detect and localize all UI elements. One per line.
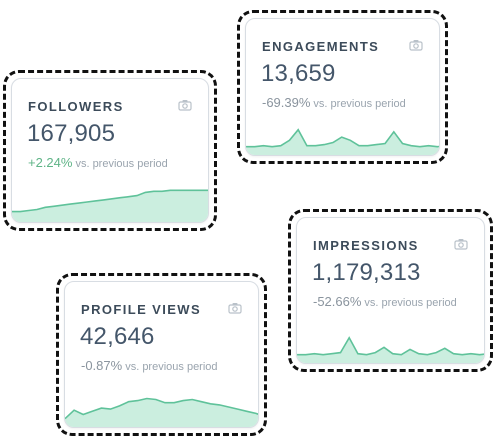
followers-title: FOLLOWERS xyxy=(28,99,124,114)
profile-views-change: -0.87% vs. previous period xyxy=(81,358,218,373)
profile-views-comparison: vs. previous period xyxy=(125,361,218,373)
impressions-change: -52.66% vs. previous period xyxy=(313,294,457,309)
sparkline-line xyxy=(297,338,485,355)
camera-icon xyxy=(178,100,192,111)
impressions-sparkline xyxy=(297,323,485,363)
engagements-card: ENGAGEMENTS 13,659 -69.39% vs. previous p… xyxy=(245,18,440,156)
engagements-change-percent: -69.39% xyxy=(262,95,311,110)
followers-change: +2.24% vs. previous period xyxy=(28,155,168,170)
profile-views-card: PROFILE VIEWS 42,646 -0.87% vs. previous … xyxy=(64,281,259,428)
impressions-card-frame: IMPRESSIONS 1,179,313 -52.66% vs. previou… xyxy=(288,209,493,372)
followers-sparkline xyxy=(12,182,209,222)
followers-card: FOLLOWERS 167,905 +2.24% vs. previous per… xyxy=(11,78,209,223)
sparkline-line xyxy=(12,190,209,211)
profile-views-change-percent: -0.87% xyxy=(81,358,123,373)
profile-views-title: PROFILE VIEWS xyxy=(81,302,202,317)
engagements-card-frame: ENGAGEMENTS 13,659 -69.39% vs. previous p… xyxy=(237,10,448,164)
engagements-sparkline xyxy=(246,115,440,155)
impressions-change-percent: -52.66% xyxy=(313,294,362,309)
followers-value: 167,905 xyxy=(27,120,116,147)
camera-icon xyxy=(454,239,468,250)
engagements-change: -69.39% vs. previous period xyxy=(262,95,406,110)
impressions-title: IMPRESSIONS xyxy=(313,238,419,253)
profile-views-value: 42,646 xyxy=(80,323,155,350)
sparkline-area xyxy=(297,337,484,363)
profile-views-card-frame: PROFILE VIEWS 42,646 -0.87% vs. previous … xyxy=(56,273,267,436)
followers-card-frame: FOLLOWERS 167,905 +2.24% vs. previous per… xyxy=(3,70,217,231)
camera-icon xyxy=(409,40,423,51)
sparkline-area xyxy=(246,129,439,155)
engagements-comparison: vs. previous period xyxy=(313,98,406,110)
sparkline-area xyxy=(12,190,208,222)
engagements-value: 13,659 xyxy=(261,60,336,87)
impressions-value: 1,179,313 xyxy=(312,259,421,286)
sparkline-line xyxy=(65,399,259,419)
followers-comparison: vs. previous period xyxy=(75,158,168,170)
camera-icon xyxy=(228,303,242,314)
impressions-comparison: vs. previous period xyxy=(364,297,457,309)
impressions-card: IMPRESSIONS 1,179,313 -52.66% vs. previou… xyxy=(296,217,485,364)
sparkline-line xyxy=(246,130,440,147)
engagements-title: ENGAGEMENTS xyxy=(262,39,380,54)
followers-change-percent: +2.24% xyxy=(28,155,73,170)
sparkline-area xyxy=(65,398,258,427)
profile-views-sparkline xyxy=(65,387,259,427)
